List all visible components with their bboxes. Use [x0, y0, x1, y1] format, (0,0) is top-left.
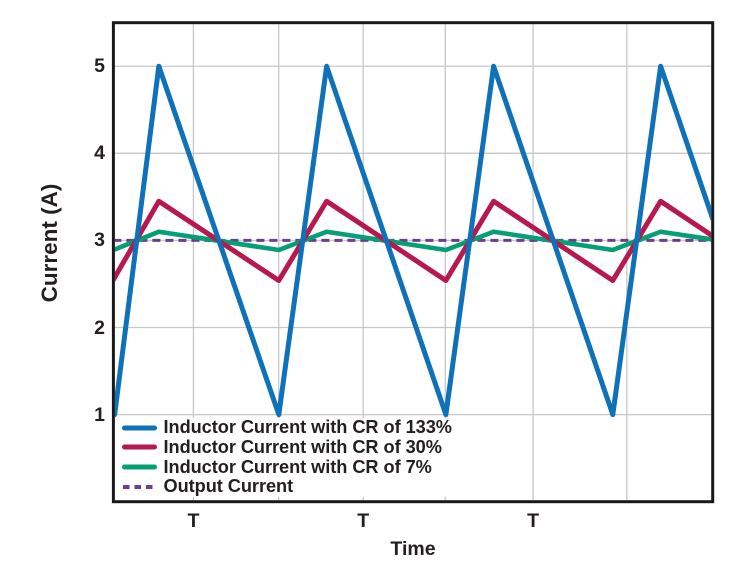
legend-label-1: Inductor Current with CR of 30% — [163, 436, 442, 457]
series-line-0 — [114, 63, 712, 418]
y-tick-label-2: 2 — [94, 316, 105, 339]
x-tick-label-2: T — [357, 509, 370, 532]
legend-swatch-solid — [121, 444, 157, 450]
legend: Inductor Current with CR of 133% Inductor… — [117, 417, 462, 497]
series-line-1 — [114, 198, 712, 283]
legend-swatch-solid — [121, 425, 157, 431]
y-tick-label-4: 4 — [94, 142, 105, 165]
series-line-2 — [114, 229, 712, 253]
y-tick-label-1: 1 — [94, 403, 105, 426]
legend-label-2: Inductor Current with CR of 7% — [163, 456, 432, 477]
legend-swatch-dashed — [122, 484, 156, 489]
legend-label-3: Output Current — [163, 476, 294, 497]
legend-row-1: Inductor Current with CR of 30% — [117, 436, 462, 458]
x-axis-title: Time — [390, 538, 436, 560]
y-tick-label-5: 5 — [94, 55, 105, 78]
legend-swatch-solid — [121, 464, 157, 470]
y-axis-title: Current (A) — [37, 183, 62, 303]
x-tick-label-1: T — [187, 509, 200, 532]
legend-row-0: Inductor Current with CR of 133% — [117, 417, 462, 438]
plot-frame — [111, 21, 715, 504]
series-lines — [114, 63, 712, 418]
legend-label-0: Inductor Current with CR of 133% — [163, 417, 452, 438]
y-tick-label-3: 3 — [94, 229, 105, 252]
x-tick-label-3: T — [527, 509, 540, 532]
legend-row-3: Output Current — [117, 476, 462, 497]
legend-row-2: Inductor Current with CR of 7% — [117, 457, 462, 477]
